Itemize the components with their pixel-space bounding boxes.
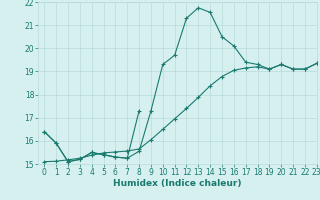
X-axis label: Humidex (Indice chaleur): Humidex (Indice chaleur) (113, 179, 242, 188)
